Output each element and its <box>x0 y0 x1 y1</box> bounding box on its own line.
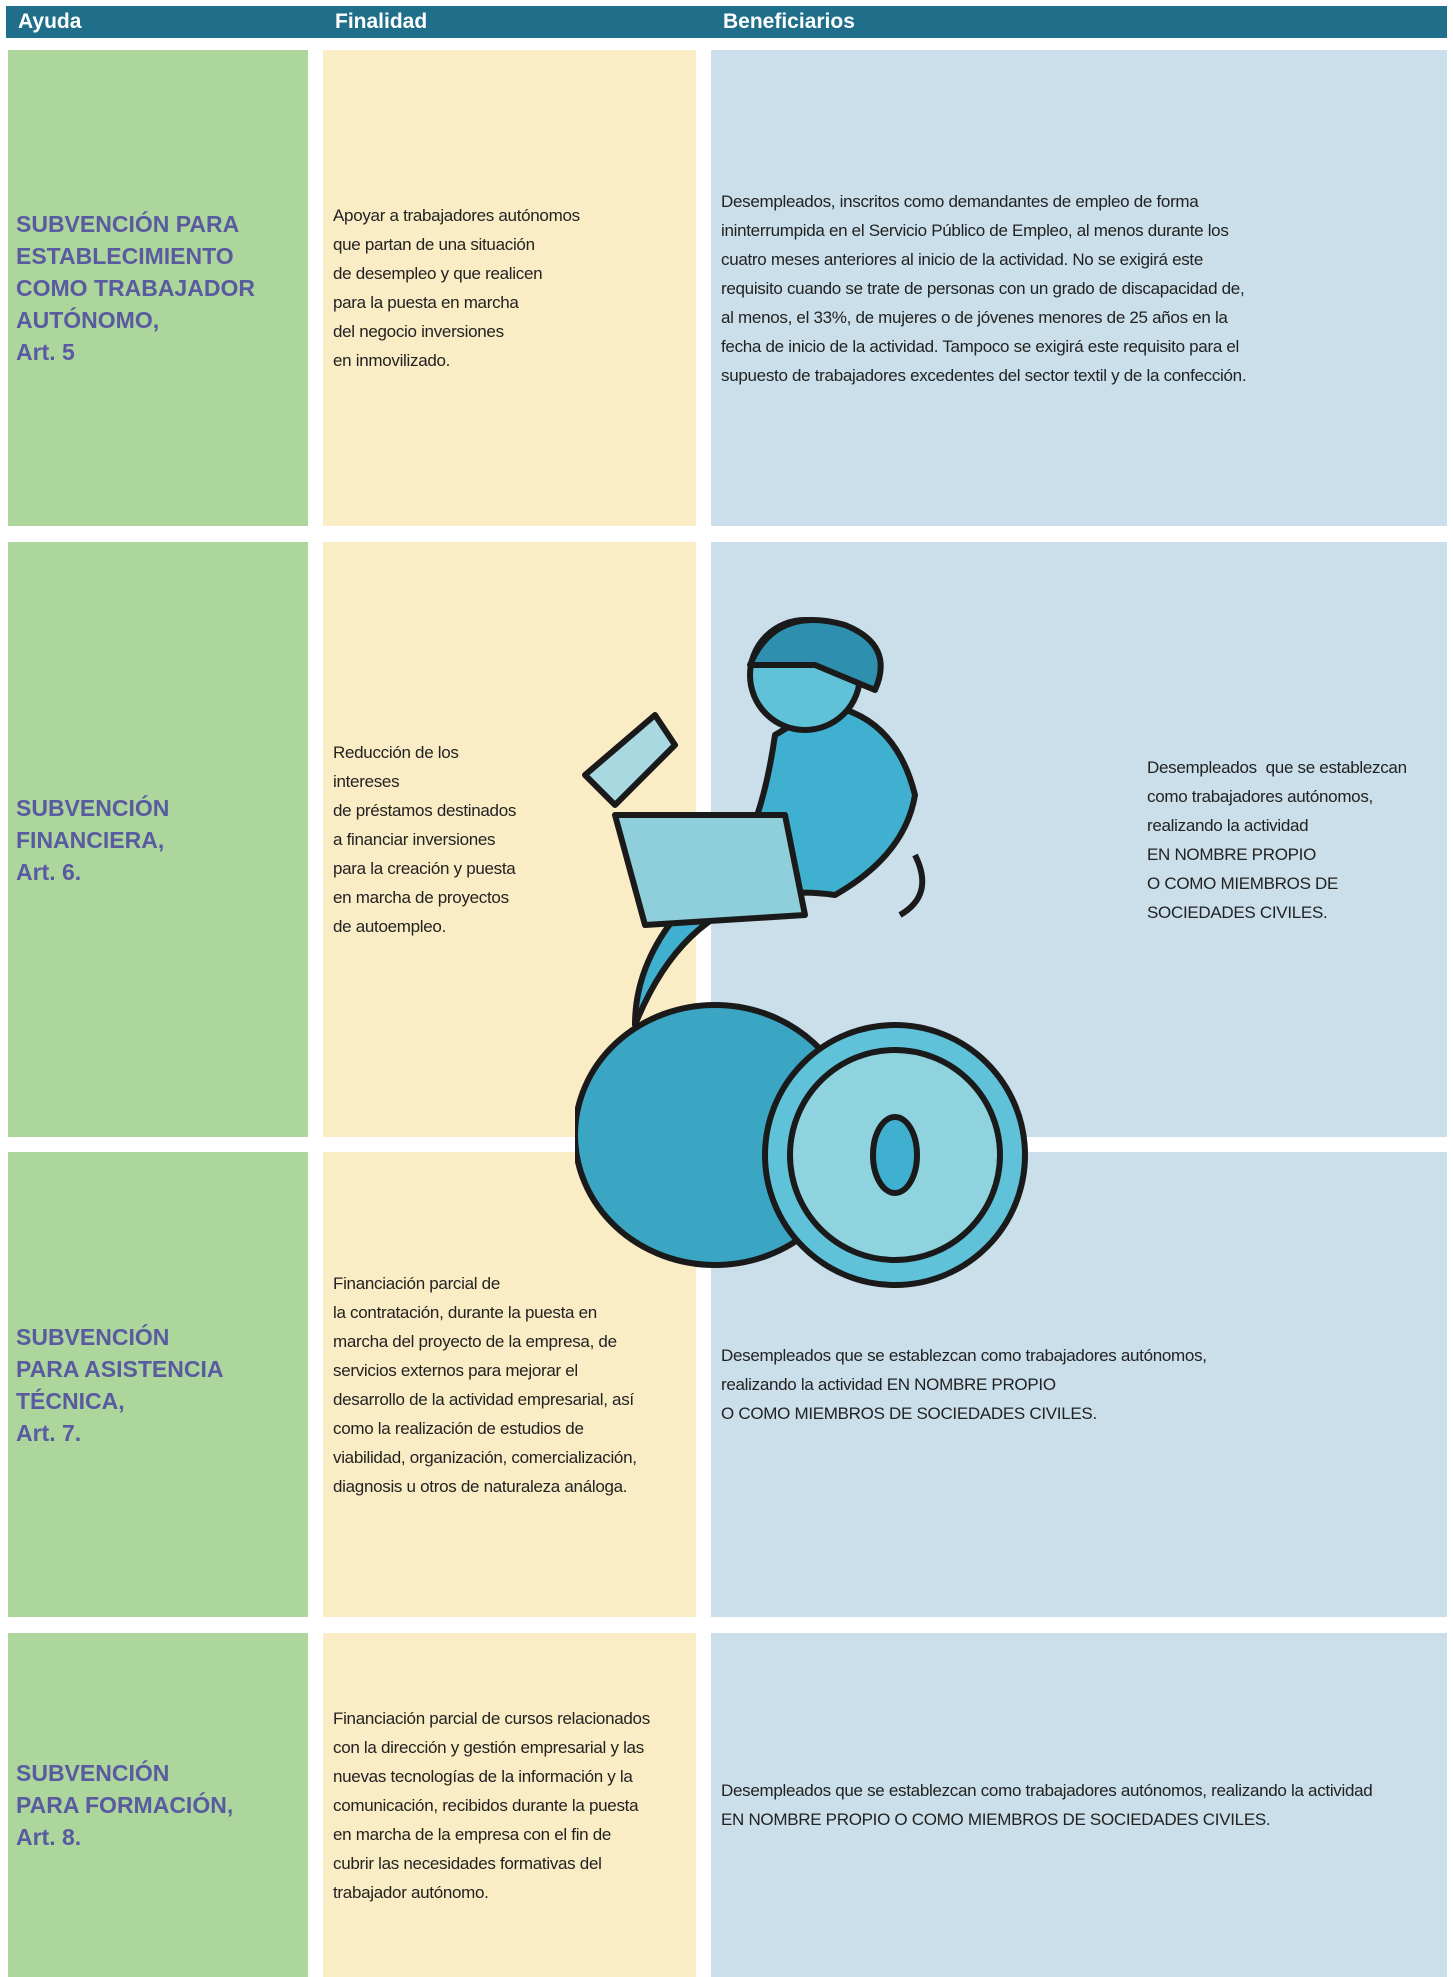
text-line: como la realización de estudios de <box>333 1418 584 1438</box>
text-line: SUBVENCIÓN PARA <box>16 211 240 237</box>
table-header: Ayuda Finalidad Beneficiarios <box>6 6 1447 38</box>
text-line: Reducción de los <box>333 743 459 762</box>
text-line: requisito cuando se trate de personas co… <box>721 278 1245 298</box>
text-line: ininterrumpida en el Servicio Público de… <box>721 220 1229 240</box>
text-line: Art. 8. <box>16 1824 82 1850</box>
text-line: en marcha de la empresa con el fin de <box>333 1824 612 1844</box>
text-line: Art. 5 <box>16 339 75 365</box>
text-line: SUBVENCIÓN <box>16 1323 170 1350</box>
column-header: Ayuda <box>18 10 82 33</box>
text-line: comunicación, recibidos durante la puest… <box>333 1795 639 1815</box>
text-line: intereses <box>333 772 400 791</box>
text-line: diagnosis u otros de naturaleza análoga. <box>333 1476 628 1496</box>
text-line: TÉCNICA, <box>16 1387 125 1414</box>
text-line: PARA ASISTENCIA <box>16 1355 224 1382</box>
text-line: Financiación parcial de cursos relaciona… <box>333 1708 650 1728</box>
text-line: desarrollo de la actividad empresarial, … <box>333 1389 634 1409</box>
text-line: Desempleados que se establezcan <box>1147 757 1407 777</box>
text-line: realizando la actividad <box>1147 815 1309 835</box>
text-line: en marcha de proyectos <box>333 888 509 907</box>
text-line: viabilidad, organización, comercializaci… <box>333 1447 637 1467</box>
text-line: fecha de inicio de la actividad. Tampoco… <box>721 336 1240 356</box>
text-line: en inmovilizado. <box>333 351 451 370</box>
text-line: SOCIEDADES CIVILES. <box>1147 902 1328 922</box>
text-line: Desempleados que se establezcan como tra… <box>721 1781 1373 1800</box>
column-header: Beneficiarios <box>723 10 855 33</box>
beneficiarios-cell: Desempleados, inscritos como demandantes… <box>711 50 1447 526</box>
text-line: de autoempleo. <box>333 917 446 936</box>
text-line: Art. 7. <box>16 1419 82 1446</box>
text-line: cuatro meses anteriores al inicio de la … <box>721 249 1203 269</box>
beneficiarios-cell: Desempleados que se establezcan como tra… <box>711 1633 1447 1977</box>
text-line: EN NOMBRE PROPIO O COMO MIEMBROS DE SOCI… <box>721 1810 1271 1829</box>
text-line: que partan de una situación <box>333 235 535 254</box>
text-line: marcha del proyecto de la empresa, de <box>333 1331 617 1351</box>
text-line: del negocio inversiones <box>333 322 504 341</box>
text-line: Art. 6. <box>16 858 82 885</box>
text-line: servicios externos para mejorar el <box>333 1360 578 1380</box>
text-line: O COMO MIEMBROS DE <box>1147 873 1339 893</box>
text-line: Desempleados que se establezcan como tra… <box>721 1346 1207 1365</box>
finalidad-cell: Financiación parcial de cursos relaciona… <box>323 1633 696 1977</box>
text-line: realizando la actividad EN NOMBRE PROPIO <box>721 1375 1056 1394</box>
text-line: como trabajadores autónomos, <box>1147 786 1373 806</box>
text-line: SUBVENCIÓN <box>16 794 170 821</box>
text-line: nuevas tecnologías de la información y l… <box>333 1766 633 1786</box>
text-line: Desempleados, inscritos como demandantes… <box>721 191 1199 211</box>
ayuda-cell: SUBVENCIÓN PARA ASISTENCIA TÉCNICA, Art. 7. <box>8 1152 308 1617</box>
text-line: la contratación, durante la puesta en <box>333 1302 597 1322</box>
text-line: PARA FORMACIÓN, <box>16 1792 234 1818</box>
text-line: supuesto de trabajadores excedentes del … <box>721 365 1247 385</box>
text-line: Financiación parcial de <box>333 1273 500 1293</box>
ayuda-cell: SUBVENCIÓN FINANCIERA, Art. 6. <box>8 542 308 1137</box>
text-line: ESTABLECIMIENTO <box>16 243 234 269</box>
text-line: con la dirección y gestión empresarial y… <box>333 1737 644 1757</box>
text-line: al menos, el 33%, de mujeres o de jóvene… <box>721 307 1228 327</box>
text-line: EN NOMBRE PROPIO <box>1147 844 1317 864</box>
text-line: cubrir las necesidades formativas del <box>333 1853 602 1873</box>
text-line: AUTÓNOMO, <box>16 307 160 333</box>
finalidad-cell: Apoyar a trabajadores autónomos que parta… <box>323 50 696 526</box>
text-line: FINANCIERA, <box>16 826 165 853</box>
ayuda-cell: SUBVENCIÓN PARA FORMACIÓN, Art. 8. <box>8 1633 308 1977</box>
text-line: para la puesta en marcha <box>333 293 519 312</box>
text-line: Apoyar a trabajadores autónomos <box>333 206 580 225</box>
text-line: trabajador autónomo. <box>333 1882 489 1902</box>
text-line: de préstamos destinados <box>333 801 517 820</box>
text-line: de desempleo y que realicen <box>333 264 543 283</box>
text-line: O COMO MIEMBROS DE SOCIEDADES CIVILES. <box>721 1404 1097 1423</box>
text-line: a financiar inversiones <box>333 830 496 849</box>
column-header: Finalidad <box>335 10 428 33</box>
text-line: SUBVENCIÓN <box>16 1760 170 1786</box>
text-line: COMO TRABAJADOR <box>16 275 255 301</box>
text-line: para la creación y puesta <box>333 859 516 878</box>
illustration <box>575 617 1028 1288</box>
ayuda-cell: SUBVENCIÓN PARA ESTABLECIMIENTO COMO TRABA… <box>8 50 308 526</box>
